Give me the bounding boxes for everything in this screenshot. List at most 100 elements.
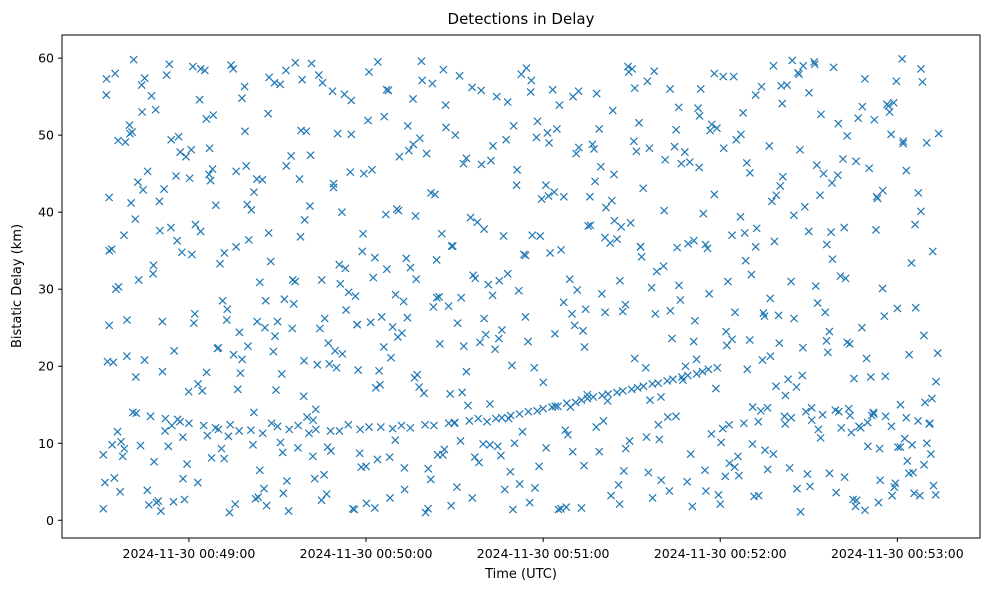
data-point bbox=[264, 228, 273, 237]
data-point bbox=[863, 442, 872, 451]
data-point bbox=[612, 388, 621, 397]
data-point bbox=[840, 473, 849, 482]
data-point bbox=[747, 270, 756, 279]
data-point bbox=[346, 168, 355, 177]
data-point bbox=[887, 422, 896, 431]
data-point bbox=[588, 140, 597, 149]
data-point bbox=[862, 354, 871, 363]
data-point bbox=[177, 248, 186, 257]
data-point bbox=[633, 383, 642, 392]
data-point bbox=[730, 463, 739, 472]
data-point bbox=[218, 296, 227, 305]
data-point bbox=[783, 81, 792, 90]
data-point bbox=[277, 369, 286, 378]
data-point bbox=[281, 66, 290, 75]
data-point bbox=[661, 155, 670, 164]
data-point bbox=[736, 212, 745, 221]
data-point bbox=[156, 507, 165, 516]
data-point bbox=[607, 491, 616, 500]
data-point bbox=[774, 311, 783, 320]
data-point bbox=[331, 346, 340, 355]
data-point bbox=[621, 300, 630, 309]
data-point bbox=[189, 319, 198, 328]
data-point bbox=[539, 404, 548, 413]
data-point bbox=[477, 86, 486, 95]
y-tick-label: 40 bbox=[38, 205, 54, 220]
data-point bbox=[507, 361, 516, 370]
data-point bbox=[386, 493, 395, 502]
data-point bbox=[804, 227, 813, 236]
data-point bbox=[878, 186, 887, 195]
data-point bbox=[916, 64, 925, 73]
data-point bbox=[244, 235, 253, 244]
data-point bbox=[568, 309, 577, 318]
data-point bbox=[450, 419, 459, 428]
data-point bbox=[528, 231, 537, 240]
data-point bbox=[198, 386, 207, 395]
data-point bbox=[745, 336, 754, 345]
data-point bbox=[846, 411, 855, 420]
data-point bbox=[324, 339, 333, 348]
data-point bbox=[667, 334, 676, 343]
data-point bbox=[913, 416, 923, 425]
data-point bbox=[114, 136, 123, 145]
data-point bbox=[358, 247, 367, 256]
x-tick-label: 2024-11-30 00:50:00 bbox=[300, 546, 433, 561]
data-point bbox=[866, 372, 875, 382]
data-point bbox=[326, 426, 335, 435]
data-point bbox=[618, 386, 627, 395]
data-point bbox=[822, 336, 831, 345]
data-point bbox=[348, 504, 357, 513]
data-point bbox=[896, 443, 905, 452]
data-point bbox=[823, 348, 832, 357]
data-point bbox=[619, 466, 628, 476]
data-point bbox=[607, 196, 616, 205]
data-point bbox=[255, 278, 264, 287]
data-point bbox=[725, 420, 734, 429]
data-point bbox=[916, 207, 925, 216]
data-point bbox=[626, 218, 635, 227]
data-point bbox=[486, 156, 495, 165]
data-point bbox=[615, 276, 624, 285]
data-point bbox=[132, 409, 141, 418]
x-tick-label: 2024-11-30 00:49:00 bbox=[123, 546, 256, 561]
data-point bbox=[695, 163, 704, 172]
data-point bbox=[775, 339, 784, 348]
data-point bbox=[630, 84, 639, 93]
data-point bbox=[120, 444, 129, 453]
data-point bbox=[354, 366, 363, 375]
data-point bbox=[266, 257, 275, 266]
data-point bbox=[665, 486, 674, 496]
x-axis-label: Time (UTC) bbox=[484, 567, 557, 582]
data-point bbox=[654, 379, 663, 388]
data-point bbox=[893, 304, 902, 313]
data-point bbox=[446, 389, 455, 398]
data-point bbox=[723, 277, 732, 286]
y-tick-label: 20 bbox=[38, 359, 54, 374]
data-point bbox=[335, 426, 344, 435]
data-point bbox=[896, 400, 905, 409]
data-point bbox=[550, 329, 559, 338]
data-point bbox=[559, 192, 568, 201]
data-point bbox=[819, 169, 828, 178]
data-point bbox=[458, 388, 467, 397]
data-point bbox=[601, 233, 610, 242]
data-point bbox=[927, 394, 936, 403]
data-point bbox=[150, 457, 159, 466]
data-point bbox=[569, 92, 578, 101]
data-point bbox=[834, 119, 843, 128]
data-point bbox=[926, 450, 935, 459]
data-point bbox=[206, 176, 215, 185]
data-point bbox=[455, 71, 464, 80]
data-point bbox=[583, 390, 592, 399]
data-point bbox=[118, 452, 127, 461]
data-point bbox=[728, 231, 737, 240]
data-point bbox=[772, 191, 781, 200]
data-point bbox=[485, 399, 494, 408]
data-point bbox=[908, 440, 917, 449]
data-point bbox=[769, 61, 778, 70]
data-point bbox=[837, 423, 846, 432]
data-point bbox=[282, 476, 291, 486]
data-point bbox=[127, 198, 136, 207]
